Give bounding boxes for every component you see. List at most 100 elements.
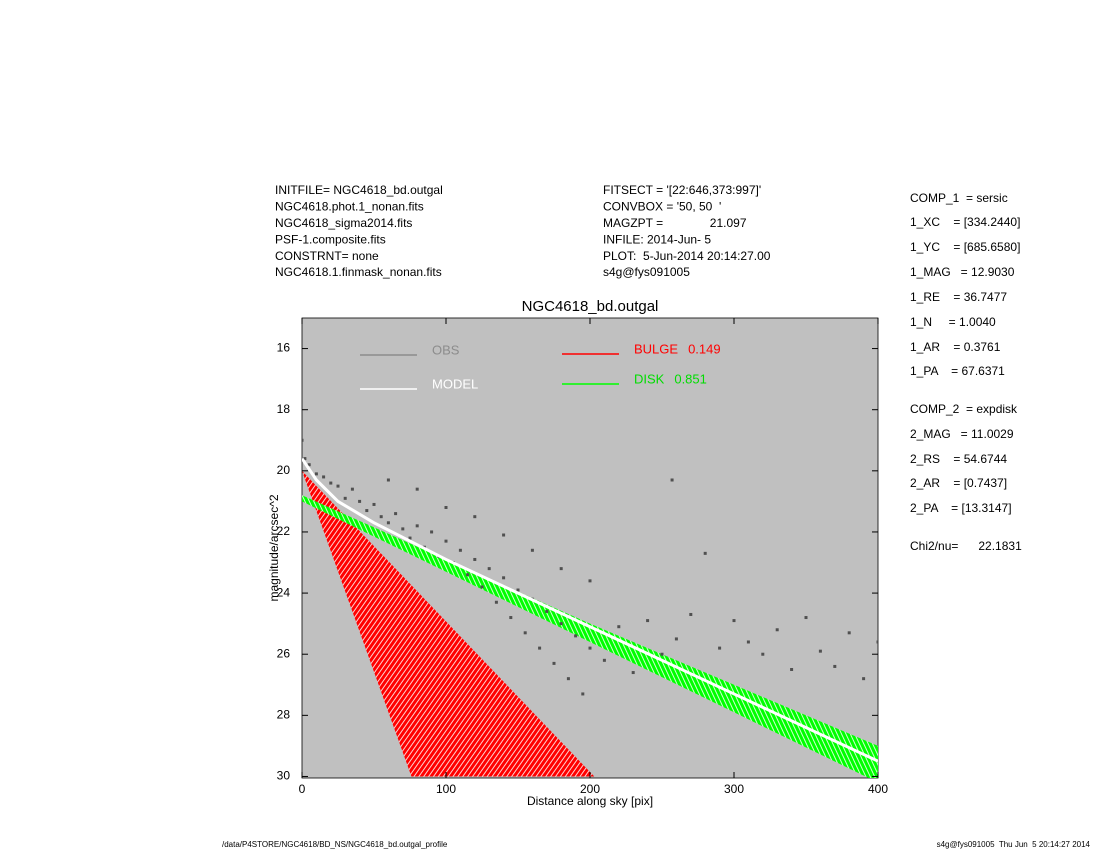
legend-fraction: 0.851 <box>674 371 707 386</box>
param-line: 1_AR = 0.3761 <box>910 340 1001 354</box>
info-left-line: NGC4618_sigma2014.fits <box>275 216 412 230</box>
obs-point <box>530 548 534 552</box>
param-line: 2_MAG = 11.0029 <box>910 427 1014 441</box>
x-tick-label: 400 <box>868 782 888 796</box>
info-left-line: CONSTRNT= none <box>275 249 379 263</box>
obs-point <box>581 692 585 696</box>
legend-label: OBS <box>432 342 460 357</box>
obs-point <box>790 667 794 671</box>
param-line: COMP_2 = expdisk <box>910 402 1018 416</box>
info-mid-line: s4g@fys091005 <box>603 265 690 279</box>
obs-point <box>365 509 369 513</box>
obs-point <box>307 463 311 467</box>
obs-point <box>631 671 635 675</box>
obs-point <box>487 567 491 571</box>
x-tick-label: 100 <box>436 782 456 796</box>
info-left-line: PSF-1.composite.fits <box>275 232 386 246</box>
obs-point <box>660 652 664 656</box>
obs-point <box>386 478 390 482</box>
y-axis-label: magnitude/arcsec^2 <box>267 494 281 601</box>
obs-point <box>718 646 722 650</box>
obs-point <box>566 677 570 681</box>
legend-label: MODEL <box>432 376 478 391</box>
obs-point <box>303 457 307 461</box>
info-mid-line: FITSECT = '[22:646,373:997]' <box>603 183 761 197</box>
x-axis-label: Distance along sky [pix] <box>527 794 653 808</box>
x-tick-label: 200 <box>580 782 600 796</box>
obs-point <box>516 588 520 592</box>
obs-point <box>847 631 851 635</box>
obs-point <box>473 515 477 519</box>
param-line: 1_MAG = 12.9030 <box>910 265 1015 279</box>
info-mid-line: PLOT: 5-Jun-2014 20:14:27.00 <box>603 249 771 263</box>
obs-point <box>646 619 650 623</box>
y-tick-label: 28 <box>277 708 291 722</box>
y-tick-label: 20 <box>277 463 291 477</box>
obs-point <box>480 585 484 589</box>
obs-point <box>523 631 527 635</box>
obs-point <box>336 484 340 488</box>
obs-point <box>502 576 506 580</box>
component-band <box>302 495 878 778</box>
obs-point <box>401 527 405 531</box>
y-tick-label: 26 <box>277 646 291 660</box>
obs-point <box>379 515 383 519</box>
legend-fraction: 0.149 <box>688 341 721 356</box>
obs-point <box>703 551 707 555</box>
obs-point <box>545 609 549 613</box>
footer-left: /data/P4STORE/NGC4618/BD_NS/NGC4618_bd.o… <box>222 840 448 849</box>
x-tick-label: 300 <box>724 782 744 796</box>
y-tick-label: 22 <box>277 524 291 538</box>
obs-point <box>876 640 878 644</box>
obs-point <box>302 438 304 442</box>
obs-point <box>833 664 837 668</box>
obs-point <box>494 600 498 604</box>
obs-point <box>588 646 592 650</box>
obs-point <box>559 567 563 571</box>
param-line: 2_AR = [0.7437] <box>910 476 1007 490</box>
y-tick-label: 30 <box>277 769 291 783</box>
param-line: 1_N = 1.0040 <box>910 315 996 329</box>
param-line: 1_PA = 67.6371 <box>910 364 1005 378</box>
info-left-line: NGC4618.phot.1_nonan.fits <box>275 200 424 214</box>
obs-point <box>314 472 318 476</box>
obs-point <box>602 658 606 662</box>
obs-point <box>466 573 470 577</box>
obs-point <box>574 634 578 638</box>
obs-point <box>444 506 448 510</box>
info-left-line: INITFILE= NGC4618_bd.outgal <box>275 183 443 197</box>
y-tick-label: 16 <box>277 341 291 355</box>
obs-point <box>502 533 506 537</box>
obs-point <box>415 487 419 491</box>
obs-point <box>552 661 556 665</box>
footer-right: s4g@fys091005 Thu Jun 5 20:14:27 2014 <box>937 840 1091 849</box>
obs-point <box>458 548 462 552</box>
info-left-line: NGC4618.1.finmask_nonan.fits <box>275 265 442 279</box>
obs-point <box>732 619 736 623</box>
param-line: COMP_1 = sersic <box>910 191 1008 205</box>
obs-point <box>804 616 808 620</box>
info-mid-line: MAGZPT = 21.097 <box>603 216 747 230</box>
y-tick-label: 18 <box>277 402 291 416</box>
obs-point <box>538 646 542 650</box>
chart-title: NGC4618_bd.outgal <box>522 298 659 315</box>
obs-point <box>674 637 678 641</box>
plot-area <box>302 438 878 778</box>
obs-point <box>372 502 376 506</box>
obs-point <box>473 557 477 561</box>
param-line: 2_RS = 54.6744 <box>910 452 1007 466</box>
obs-point <box>322 475 326 479</box>
obs-point <box>386 521 390 525</box>
obs-point <box>746 640 750 644</box>
info-mid-line: CONVBOX = '50, 50 ' <box>603 200 721 214</box>
obs-point <box>670 478 674 482</box>
legend-label: DISK <box>634 371 665 386</box>
param-line: Chi2/nu= 22.1831 <box>910 539 1022 553</box>
obs-point <box>350 487 354 491</box>
obs-point <box>509 616 513 620</box>
param-line: 1_XC = [334.2440] <box>910 215 1020 229</box>
obs-point <box>430 530 434 534</box>
